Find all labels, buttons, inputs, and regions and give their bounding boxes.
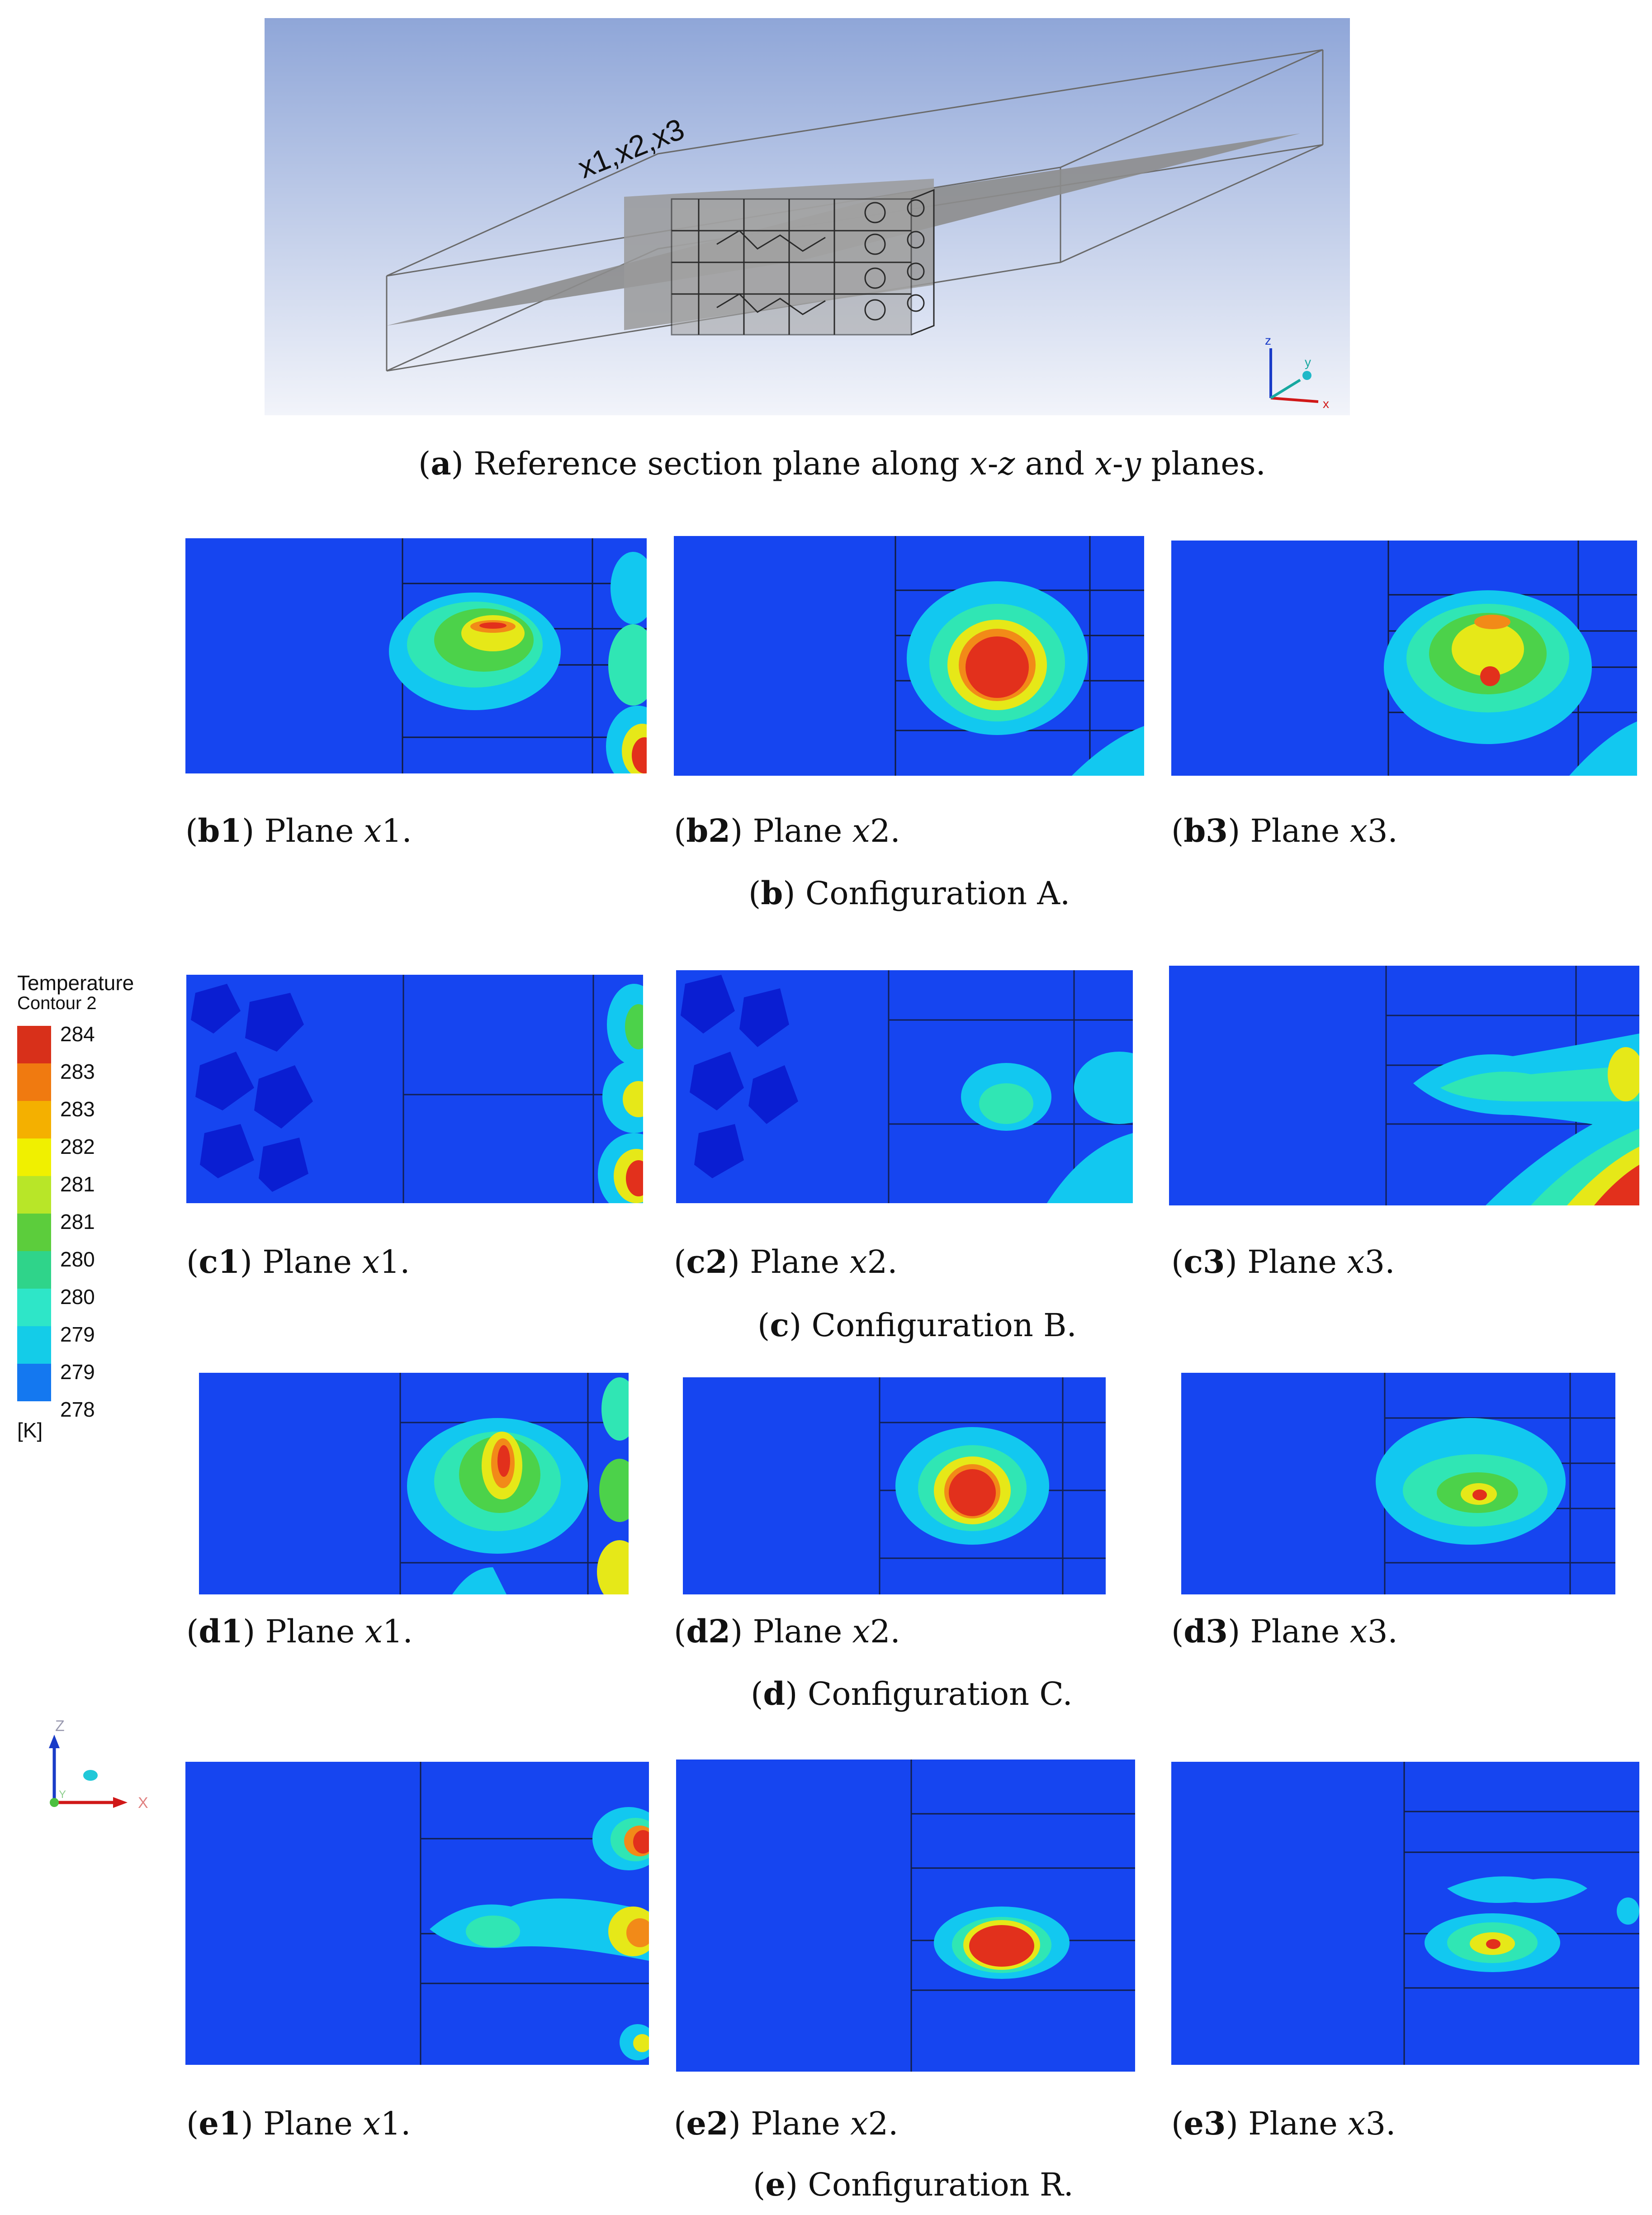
contour-e1: [185, 1762, 649, 2065]
contour-c3: [1169, 966, 1639, 1205]
contour-b1: [185, 538, 647, 773]
caption-a: (a) Reference section plane along x-z an…: [418, 445, 1266, 482]
server-rack: [671, 189, 935, 336]
panel-a-3d-view: x1,x2,x3 z y x: [265, 18, 1350, 415]
contour-d2: [683, 1377, 1106, 1594]
legend-tick: 279: [60, 1360, 95, 1384]
legend-tick: 278: [60, 1398, 95, 1421]
caption-c2: (c2) Plane x2.: [674, 1243, 898, 1281]
legend-swatch: [17, 1026, 51, 1063]
caption-c1: (c1) Plane x1.: [186, 1243, 410, 1281]
caption-b1: (b1) Plane x1.: [185, 812, 412, 849]
contour-d3: [1181, 1373, 1615, 1594]
legend-tick: 280: [60, 1285, 95, 1309]
svg-text:z: z: [1265, 333, 1271, 347]
contour-b2: [674, 536, 1144, 776]
legend-tick: 279: [60, 1323, 95, 1346]
caption-d1: (d1) Plane x1.: [186, 1613, 413, 1650]
legend-tick: 283: [60, 1097, 95, 1121]
axes-triad-bottom: Z X Y: [41, 1717, 158, 1821]
contour-b3: [1171, 541, 1637, 776]
caption-b3: (b3) Plane x3.: [1171, 812, 1398, 849]
contour-e2: [676, 1760, 1135, 2072]
contour-e3: [1171, 1762, 1639, 2065]
legend-swatch: [17, 1326, 51, 1364]
legend-tick: 281: [60, 1210, 95, 1233]
panel-a-svg: x1,x2,x3 z y x: [265, 18, 1350, 415]
caption-d2: (d2) Plane x2.: [674, 1613, 900, 1650]
caption-e2: (e2) Plane x2.: [674, 2105, 899, 2142]
caption-b: (b) Configuration A.: [748, 874, 1070, 912]
temperature-legend: Temperature Contour 2 284 283 283 282 28…: [17, 972, 166, 1447]
legend-swatch: [17, 1101, 51, 1138]
svg-text:Y: Y: [59, 1788, 66, 1801]
svg-text:x: x: [1323, 397, 1329, 411]
legend-swatch: [17, 1063, 51, 1101]
axes-triad-icon: z y x: [1265, 333, 1329, 411]
legend-swatch: [17, 1364, 51, 1401]
legend-unit: [K]: [17, 1418, 43, 1442]
legend-subtitle: Contour 2: [17, 993, 97, 1013]
contour-c1: [186, 975, 643, 1203]
legend-tick: 280: [60, 1247, 95, 1271]
caption-d: (d) Configuration C.: [751, 1675, 1073, 1712]
legend-tick: 283: [60, 1060, 95, 1083]
caption-e: (e) Configuration R.: [753, 2166, 1074, 2203]
legend-swatch: [17, 1251, 51, 1289]
caption-c3: (c3) Plane x3.: [1171, 1243, 1395, 1281]
legend-tick: 284: [60, 1022, 95, 1046]
legend-swatch: [17, 1138, 51, 1176]
caption-e1: (e1) Plane x1.: [186, 2105, 411, 2142]
legend-title: Temperature: [17, 971, 134, 995]
svg-text:y: y: [1305, 355, 1311, 369]
legend-colorbar: [17, 1026, 51, 1401]
contour-d1: [199, 1373, 629, 1594]
legend-tick: 281: [60, 1172, 95, 1196]
svg-text:X: X: [138, 1794, 148, 1812]
caption-e3: (e3) Plane x3.: [1171, 2105, 1396, 2142]
caption-c: (c) Configuration B.: [757, 1306, 1077, 1344]
legend-swatch: [17, 1176, 51, 1214]
svg-text:Z: Z: [55, 1717, 65, 1735]
caption-b2: (b2) Plane x2.: [674, 812, 900, 849]
legend-tick: 282: [60, 1135, 95, 1158]
contour-c2: [676, 970, 1133, 1203]
legend-swatch: [17, 1214, 51, 1251]
caption-d3: (d3) Plane x3.: [1171, 1613, 1398, 1650]
legend-ticks: 284 283 283 282 281 281 280 280 279 279 …: [60, 1015, 95, 1428]
legend-swatch: [17, 1289, 51, 1326]
